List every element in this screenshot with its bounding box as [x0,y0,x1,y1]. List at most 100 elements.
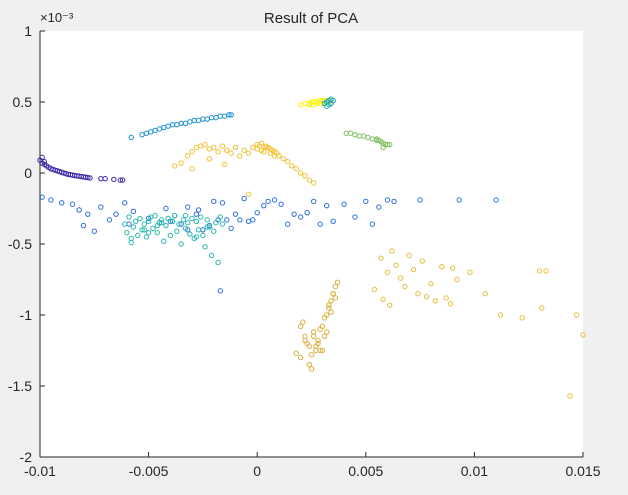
data-point [141,221,147,227]
data-point [178,221,184,227]
data-point [352,214,358,220]
data-point [326,305,332,311]
data-point [150,225,156,232]
y-tick-label: -1.5 [8,378,32,394]
data-point [536,268,543,274]
data-point [567,393,573,399]
data-point [393,262,399,268]
data-point [274,150,280,156]
data-point [217,288,223,294]
data-point [289,163,295,169]
data-point [380,144,386,151]
data-point [321,333,328,339]
data-point [182,225,189,232]
data-point [297,323,304,330]
data-point [324,329,330,335]
data-point [328,100,334,107]
data-point [202,141,208,148]
data-point [482,291,488,297]
data-point [202,244,208,250]
data-point [321,315,328,321]
data-point [284,221,291,227]
data-point [76,207,82,213]
data-point [332,295,339,301]
chart-title: Result of PCA [264,10,358,27]
data-point [330,291,336,297]
data-point [174,228,180,234]
data-point [80,222,87,229]
series-cluster-8 [293,279,341,372]
data-point [293,350,299,357]
data-point [454,276,460,283]
data-point [198,214,204,220]
data-point [85,211,91,217]
y-tick-label: -2 [20,449,33,465]
data-point [302,173,308,179]
y-tick-label: -0.5 [8,236,32,252]
data-point [195,207,202,213]
data-point [306,102,313,108]
data-point [224,217,230,223]
data-point [98,204,104,210]
data-point [580,332,586,338]
data-point [189,166,195,172]
data-point [519,315,525,321]
data-point [373,136,380,142]
data-point [211,228,217,234]
data-point [204,224,210,230]
data-point [48,197,54,203]
data-point [417,197,423,203]
data-point [213,220,219,226]
data-point [397,275,404,281]
plot-area [40,31,583,457]
data-point [111,176,117,183]
series-cluster-3 [128,112,234,141]
data-point [193,218,200,224]
data-point [315,340,321,347]
data-point [245,150,252,156]
data-point [265,198,271,205]
data-point [122,221,128,227]
x-tick-label: 0.005 [348,463,383,479]
data-point [215,149,221,155]
data-point [341,201,347,207]
data-point [254,210,260,216]
data-point [185,204,191,210]
data-point [167,232,174,239]
data-point [208,252,215,259]
data-point [178,241,184,247]
data-point [128,134,134,141]
y-tick-label: -1 [20,307,33,323]
data-point [378,255,384,261]
data-point [193,234,200,240]
y-tick-label: 1 [24,23,32,39]
series-cluster-4 [122,102,332,266]
data-point [384,141,391,148]
data-point [169,218,176,224]
data-points [37,96,586,399]
data-point [215,259,221,266]
data-point [241,147,247,153]
data-point [406,252,412,259]
data-point [132,218,139,224]
axes: -0.01 -0.005 0 0.005 0.01 0.015 -2 -1.5 -1 -0.5 0 0… [8,23,601,479]
data-point [171,212,178,219]
data-point [297,170,304,176]
data-point [232,211,239,217]
data-point [85,174,91,181]
data-point [497,312,504,318]
data-point [113,211,119,217]
data-point [137,215,143,222]
data-point [334,279,341,286]
data-point [158,217,165,223]
data-point [369,221,376,227]
data-point [237,217,243,223]
data-point [206,224,213,230]
data-point [154,222,160,229]
data-point [245,191,252,198]
x-tick-label: 0.01 [461,463,488,479]
data-point [310,180,317,186]
data-point [139,227,145,233]
data-point [228,150,234,156]
data-point [493,197,499,203]
